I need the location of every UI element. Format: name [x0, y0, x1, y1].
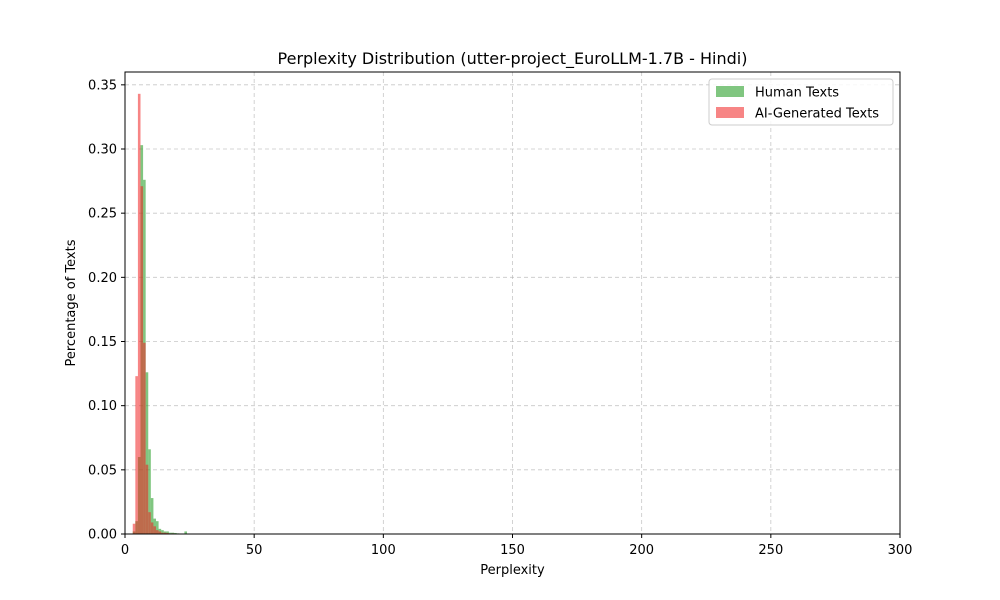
x-tick-label: 250 — [758, 543, 783, 558]
y-axis-ticks: 0.00 0.05 0.10 0.15 0.20 0.25 0.30 0.35 — [88, 78, 125, 543]
y-tick-label: 0.25 — [88, 207, 117, 222]
histogram-bar — [184, 531, 187, 534]
histogram-bar — [174, 532, 177, 534]
y-tick-label: 0.15 — [88, 335, 117, 350]
chart-title: Perplexity Distribution (utter-project_E… — [278, 49, 748, 69]
histogram-bar — [132, 523, 136, 534]
x-tick-label: 300 — [888, 543, 913, 558]
histogram-bar — [145, 464, 149, 534]
histogram-bar — [166, 532, 169, 534]
histogram-bar — [148, 512, 151, 534]
y-axis-label: Percentage of Texts — [64, 239, 79, 366]
histogram-bar — [140, 186, 144, 534]
histogram-bar — [153, 526, 156, 534]
histogram-bar — [161, 530, 164, 534]
histogram-bar — [161, 532, 164, 534]
histogram-bar — [145, 372, 149, 534]
x-tick-label: 100 — [371, 543, 396, 558]
y-tick-label: 0.05 — [88, 463, 117, 478]
legend: Human Texts AI-Generated Texts — [708, 78, 894, 126]
histogram-bars — [132, 93, 187, 535]
legend-label: Human Texts — [755, 86, 839, 101]
histogram-bar — [156, 521, 159, 534]
histogram-bar — [150, 498, 154, 534]
histogram-bar — [158, 531, 162, 534]
histogram-bar — [168, 532, 172, 534]
series-ai-bars — [132, 93, 177, 535]
legend-swatch — [716, 107, 744, 118]
grid — [125, 72, 900, 534]
histogram-bar — [137, 93, 141, 535]
x-tick-label: 0 — [121, 543, 129, 558]
y-tick-label: 0.20 — [88, 271, 117, 286]
histogram-bar — [150, 522, 154, 534]
histogram-bar — [135, 376, 138, 534]
x-tick-label: 150 — [500, 543, 525, 558]
legend-label: AI-Generated Texts — [755, 107, 879, 122]
x-tick-label: 50 — [246, 543, 263, 558]
histogram-bar — [166, 531, 169, 534]
y-tick-label: 0.35 — [88, 78, 117, 93]
histogram-bar — [163, 532, 167, 534]
legend-swatch — [716, 86, 744, 97]
histogram-bar — [143, 342, 146, 534]
y-tick-label: 0.10 — [88, 399, 117, 414]
x-axis-ticks: 0 50 100 150 200 250 300 — [121, 534, 913, 558]
legend-box — [708, 78, 894, 126]
y-tick-label: 0.30 — [88, 143, 117, 158]
x-tick-label: 200 — [629, 543, 654, 558]
histogram-bar — [156, 530, 159, 534]
y-tick-label: 0.00 — [88, 528, 117, 543]
x-axis-label: Perplexity — [480, 563, 545, 578]
histogram-bar — [148, 449, 151, 534]
